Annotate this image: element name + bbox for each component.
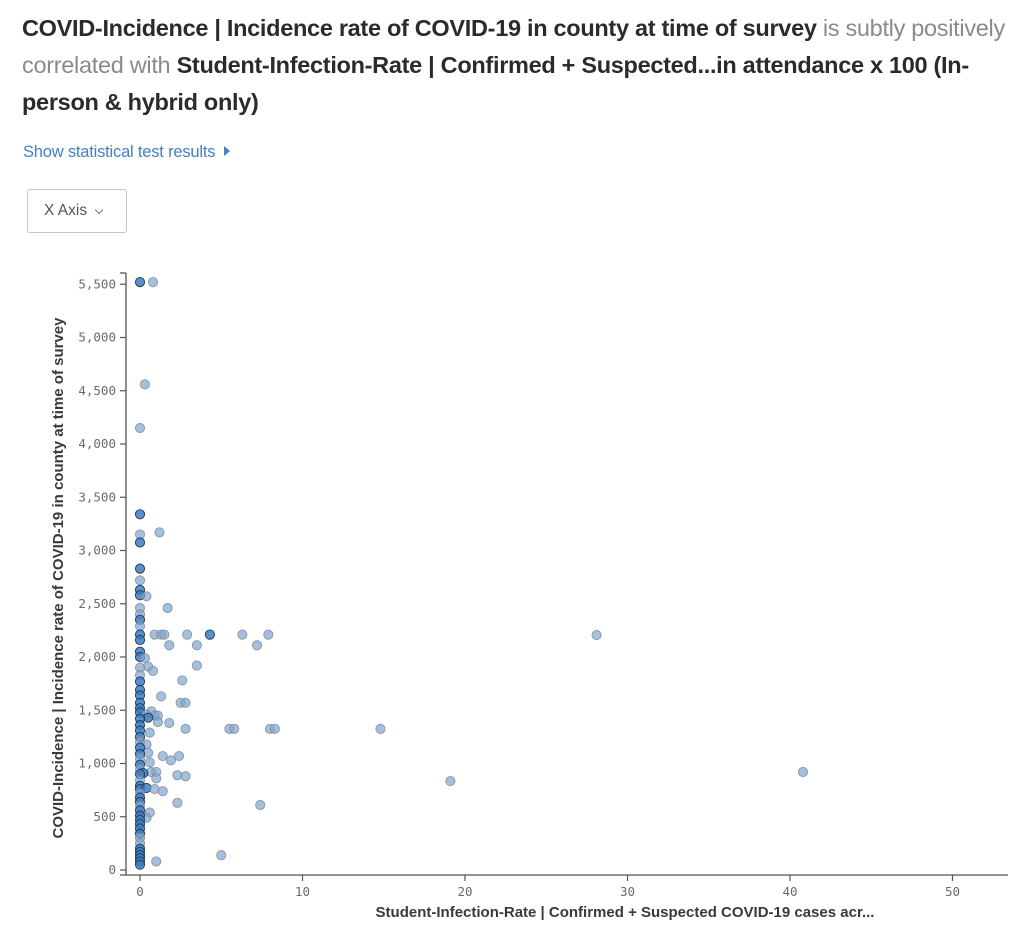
scatter-point [157,786,168,797]
x-axis-dropdown[interactable]: X Axis [27,189,127,233]
scatter-point [162,602,173,614]
scatter-point [134,537,146,548]
headline-relation: is subtly positively correlated with [22,15,1005,78]
scatter-point [134,563,146,574]
show-statistical-test-results-link[interactable]: Show statistical test results [23,143,231,162]
axes-layer [120,272,1008,876]
scatter-point [191,660,202,671]
scatter-point [591,629,602,641]
headline-x-variable: Student-Infection-Rate | Confirmed + Sus… [22,52,969,115]
stat-link-label: Show statistical test results [23,143,216,161]
points-layer [134,277,809,870]
y-tick-label: 2,000 [78,649,116,664]
scatter-point [251,640,263,651]
x-tick-label: 20 [457,884,472,899]
scatter-point [134,575,146,586]
y-tick-label: 3,000 [78,543,116,558]
x-tick-label: 50 [945,884,960,899]
y-axis-ticks: 0 500 1,000 1,500 2,000 2,500 3,000 3,500 4,000 4… [78,276,126,877]
scatter-point [134,621,146,632]
y-tick-label: 3,500 [78,489,116,504]
y-tick-label: 4,000 [78,436,116,451]
headline-y-variable: COVID-Incidence | Incidence rate of COVI… [22,15,817,41]
scatter-point [180,771,191,782]
x-tick-label: 0 [136,884,144,899]
scatter-point [269,723,280,734]
scatter-point [134,509,146,520]
scatter-point [216,849,227,861]
scatter-point [177,675,188,686]
scatter-point [229,723,240,734]
chevron-down-icon [94,205,104,214]
scatter-point [182,629,193,640]
scatter-point [151,856,162,867]
scatter-point [173,750,185,762]
y-tick-label: 4,500 [78,383,116,398]
scatter-point [180,697,191,708]
scatter-point [191,640,202,651]
y-tick-label: 5,000 [78,330,116,345]
y-tick-label: 5,500 [78,276,116,291]
scatter-point [154,527,165,538]
x-tick-label: 40 [782,884,797,899]
scatter-point [141,591,152,602]
y-tick-label: 2,500 [78,596,116,611]
x-axis-ticks: 0 10 20 30 40 50 [136,875,960,899]
y-tick-label: 1,500 [78,702,116,717]
x-tick-label: 30 [620,884,635,899]
correlation-headline: COVID-Incidence | Incidence rate of COVI… [22,10,1007,121]
scatter-point [147,665,159,676]
y-axis-title: COVID-Incidence | Incidence rate of COVI… [50,317,67,839]
scatter-point [375,723,386,734]
scatter-plot: 05001,0001,5002,0002,5003,0003,5004,0004… [50,272,1008,921]
y-tick-label: 1,000 [78,756,116,771]
scatter-point [147,277,159,288]
scatter-point [144,727,155,738]
x-axis-title: Student-Infection-Rate | Confirmed + Sus… [376,904,875,921]
scatter-point [156,691,167,702]
scatter-point [165,755,176,766]
scatter-point [151,773,162,784]
x-axis-dropdown-label: X Axis [44,202,88,219]
scatter-point [134,859,146,870]
scatter-point [263,629,274,640]
scatter-point [237,629,248,640]
scatter-point [255,799,266,811]
scatter-point [445,775,456,787]
y-tick-label: 500 [93,809,116,824]
scatter-point [152,716,163,728]
scatter-point [157,750,168,762]
scatter-point [180,723,191,734]
scatter-point [159,629,170,640]
scatter-point [134,676,146,687]
y-tick-label: 0 [108,862,116,877]
scatter-point [134,277,146,288]
scatter-point [139,652,150,664]
scatter-point [164,717,175,729]
scatter-point [797,766,809,778]
scatter-point [204,629,215,640]
scatter-point [139,379,150,390]
x-tick-label: 10 [295,884,310,899]
caret-right-icon [224,146,231,156]
scatter-point [134,634,146,646]
scatter-point [144,757,155,768]
scatter-point [172,797,183,809]
scatter-point [134,422,146,434]
scatter-point [164,640,175,651]
